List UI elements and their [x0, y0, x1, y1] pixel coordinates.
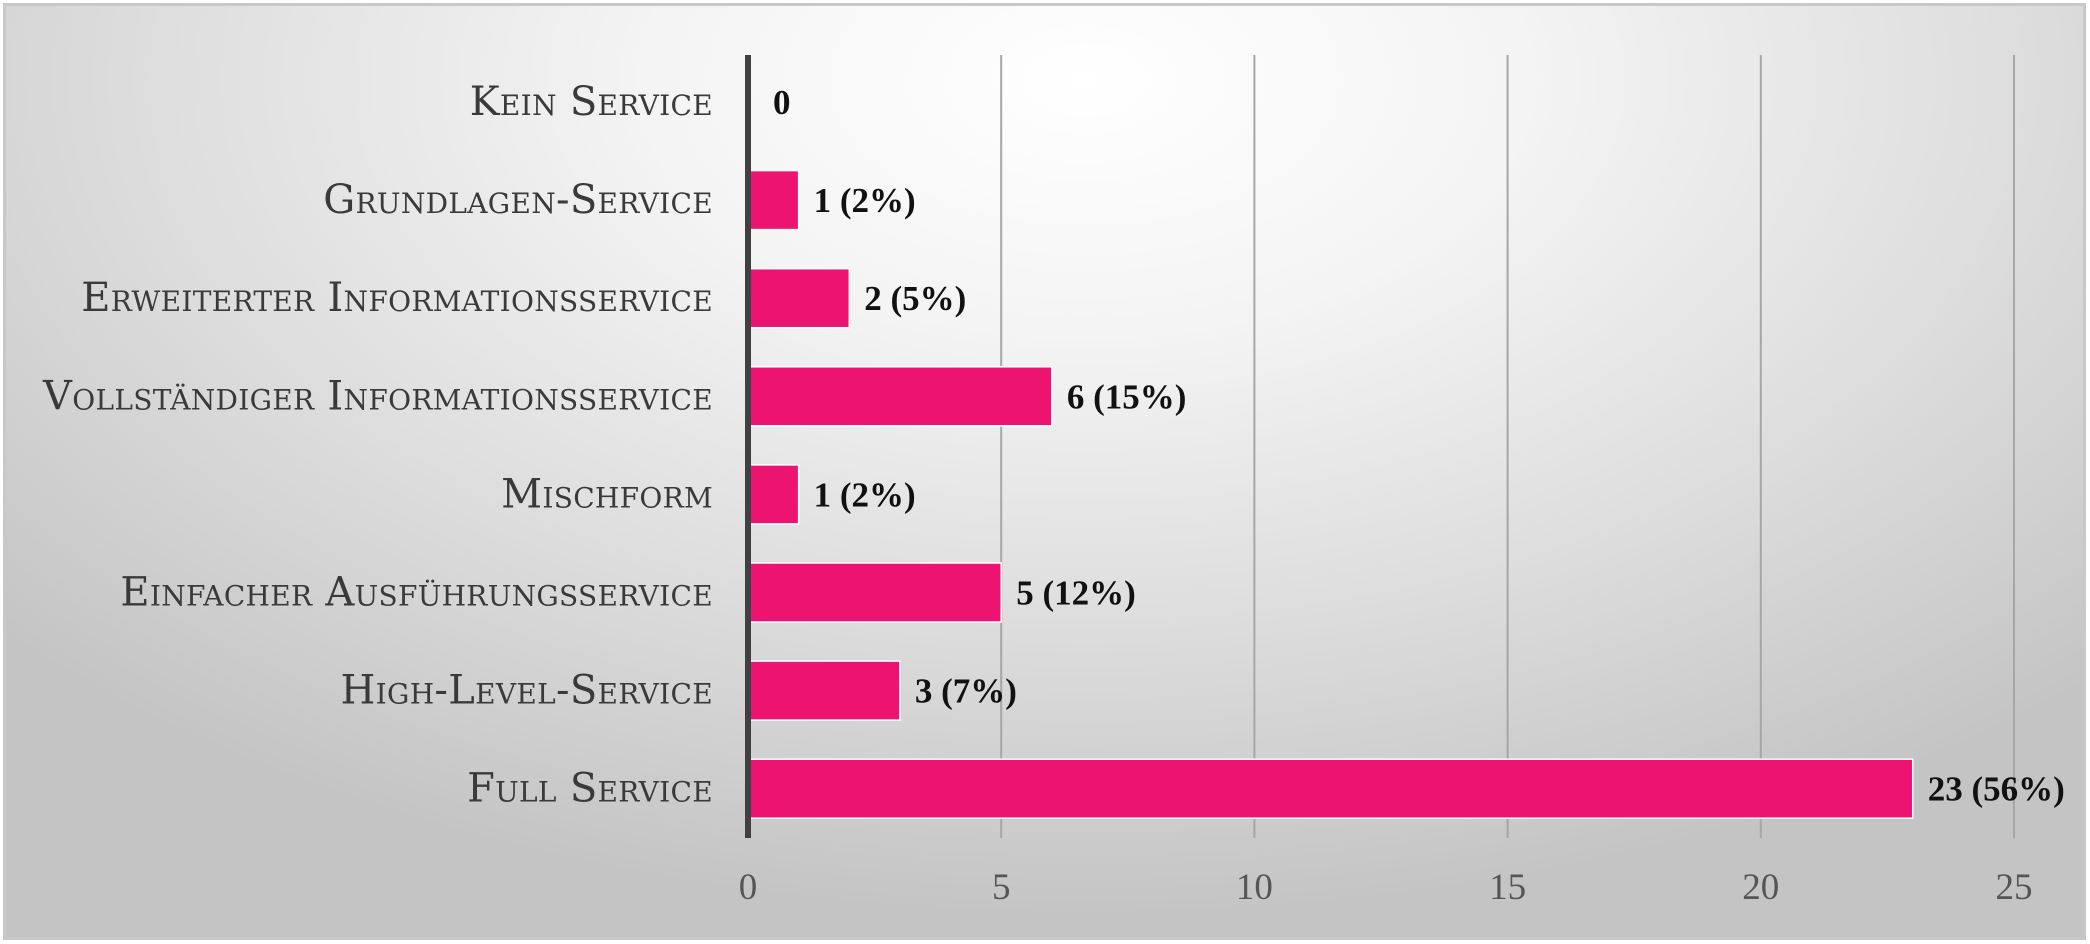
category-label: Grundlagen-Service	[323, 177, 713, 223]
bar	[747, 660, 901, 721]
data-label: 0	[773, 83, 791, 122]
bar	[747, 366, 1053, 427]
bar	[747, 758, 1914, 819]
category-label: Mischform	[501, 471, 713, 517]
data-label: 23 (56%)	[1928, 770, 2065, 809]
bar	[747, 267, 851, 329]
data-labels: 0 1 (2%) 2 (5%) 6 (15%) 1 (2%) 5 (12%) 3 (7%) 2…	[773, 83, 2065, 809]
data-label: 2 (5%)	[864, 279, 966, 318]
data-label: 1 (2%)	[814, 475, 916, 514]
category-label: High-Level-Service	[341, 668, 714, 714]
x-tick-label: 0	[739, 867, 758, 908]
x-tick-label: 20	[1742, 867, 1779, 908]
category-label: Vollständiger Informationsservice	[42, 373, 713, 419]
data-label: 6 (15%)	[1067, 377, 1187, 416]
category-labels: Kein Service Grundlagen-Service Erweiterte…	[42, 79, 713, 812]
category-label: Full Service	[467, 766, 713, 812]
bar	[747, 464, 800, 525]
bar	[747, 169, 800, 231]
data-label: 5 (12%)	[1016, 574, 1136, 613]
x-tick-label: 15	[1489, 867, 1526, 908]
gridlines	[1000, 55, 2015, 838]
bar	[747, 562, 1002, 623]
category-label: Einfacher Ausführungsservice	[120, 570, 713, 616]
x-tick-label: 10	[1236, 867, 1273, 908]
bars	[747, 169, 1914, 819]
data-label: 1 (2%)	[814, 181, 916, 220]
x-axis-ticks: 0 5 10 15 20 25	[739, 867, 2033, 908]
category-label: Erweiterter Informationsservice	[81, 275, 713, 321]
data-label: 3 (7%)	[915, 672, 1017, 711]
category-label: Kein Service	[470, 79, 713, 125]
x-tick-label: 25	[1996, 867, 2033, 908]
x-tick-label: 5	[992, 867, 1011, 908]
